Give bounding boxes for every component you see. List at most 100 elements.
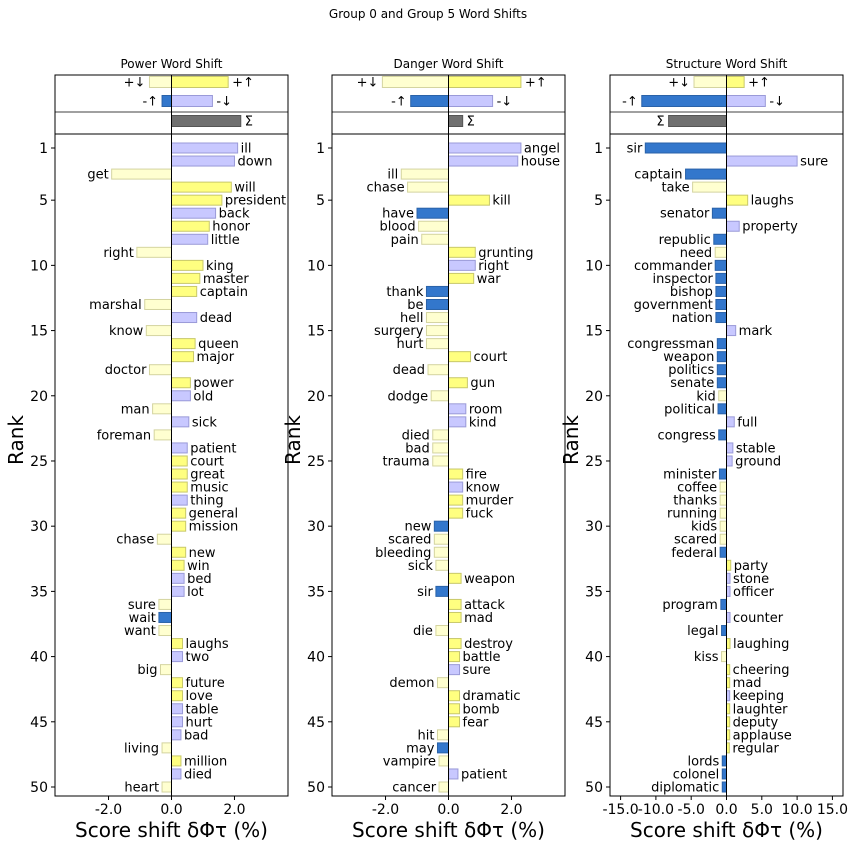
panel-title: Danger Word Shift bbox=[394, 57, 504, 71]
x-tick-label: 2.0 bbox=[500, 802, 522, 818]
word-label: colonel bbox=[673, 767, 720, 782]
x-tick-label: 5.0 bbox=[751, 802, 773, 818]
word-bar bbox=[425, 285, 450, 297]
x-tick-label: -15.0 bbox=[602, 802, 638, 818]
word-label: may bbox=[406, 741, 435, 756]
word-bar bbox=[171, 181, 232, 193]
word-bar bbox=[726, 611, 731, 623]
word-label: thank bbox=[386, 285, 424, 300]
word-bar bbox=[171, 481, 188, 493]
word-bar bbox=[726, 442, 734, 454]
figure-suptitle: Group 0 and Group 5 Word Shifts bbox=[329, 7, 527, 21]
word-label: cancer bbox=[392, 781, 436, 796]
word-label: destroy bbox=[464, 637, 513, 652]
y-tick-label: 50 bbox=[30, 780, 48, 796]
word-label: political bbox=[664, 402, 715, 417]
word-bar bbox=[719, 546, 727, 558]
y-tick-label: 1 bbox=[316, 141, 325, 157]
word-bar bbox=[171, 677, 184, 689]
word-label: running bbox=[667, 507, 717, 522]
word-bar bbox=[171, 585, 185, 597]
word-label: congress bbox=[658, 428, 716, 443]
word-label: court bbox=[190, 454, 224, 469]
word-bar bbox=[432, 455, 449, 467]
word-label: power bbox=[193, 376, 234, 391]
word-bar bbox=[719, 507, 727, 519]
word-bar bbox=[716, 377, 728, 389]
summary-label-left: -↑ bbox=[391, 95, 407, 110]
word-bar bbox=[726, 155, 798, 167]
word-bar bbox=[171, 572, 185, 584]
word-bar bbox=[171, 351, 195, 363]
word-label: surgery bbox=[374, 324, 424, 339]
word-label: pain bbox=[391, 233, 419, 248]
word-bar bbox=[171, 651, 184, 663]
word-bar bbox=[448, 572, 462, 584]
x-tick-label: -2.0 bbox=[372, 802, 399, 818]
y-tick-label: 10 bbox=[30, 258, 48, 274]
y-tick-label: 15 bbox=[307, 324, 325, 340]
word-bar bbox=[692, 181, 727, 193]
word-bar bbox=[448, 377, 468, 389]
word-label: bishop bbox=[670, 285, 713, 300]
word-bar bbox=[448, 638, 462, 650]
word-bar bbox=[726, 559, 732, 571]
word-label: applause bbox=[733, 728, 792, 743]
word-label: scared bbox=[674, 533, 717, 548]
word-bar bbox=[171, 755, 182, 767]
word-bar bbox=[171, 468, 188, 480]
word-bar bbox=[145, 325, 172, 337]
word-bar bbox=[432, 442, 449, 454]
word-label: ill bbox=[241, 142, 252, 157]
word-bar bbox=[433, 546, 450, 558]
word-bar bbox=[158, 611, 173, 623]
summary-bar-pos bbox=[171, 76, 229, 88]
summary-bar-neg bbox=[148, 76, 172, 88]
word-bar bbox=[448, 468, 464, 480]
word-bar bbox=[685, 168, 727, 180]
word-bar bbox=[171, 259, 204, 271]
word-label: vampire bbox=[383, 754, 436, 769]
word-label: demon bbox=[389, 676, 434, 691]
word-label: doctor bbox=[105, 363, 147, 378]
word-label: bleeding bbox=[375, 546, 431, 561]
word-label: big bbox=[137, 663, 157, 678]
word-bar bbox=[148, 364, 172, 376]
word-label: lot bbox=[187, 585, 204, 600]
word-bar bbox=[153, 429, 173, 441]
panel-power-word-shift: Power Word Shift+↓ +↑-↑ -↓Σilldowngetwillp… bbox=[4, 57, 289, 842]
word-label: take bbox=[661, 181, 689, 196]
word-label: sir bbox=[417, 585, 433, 600]
y-axis-label: Rank bbox=[281, 415, 305, 465]
word-bar bbox=[427, 364, 449, 376]
word-label: dramatic bbox=[463, 689, 521, 704]
word-bar bbox=[436, 742, 450, 754]
panel-title: Power Word Shift bbox=[120, 57, 222, 71]
word-label: two bbox=[186, 650, 210, 665]
word-bar bbox=[718, 429, 728, 441]
word-label: nation bbox=[672, 311, 713, 326]
word-label: laughs bbox=[751, 194, 794, 209]
word-bar bbox=[416, 207, 450, 219]
word-label: regular bbox=[732, 741, 779, 756]
word-label: sure bbox=[463, 663, 491, 678]
word-label: patient bbox=[190, 441, 236, 456]
y-axis-label: Rank bbox=[559, 415, 583, 465]
word-label: deputy bbox=[733, 715, 779, 730]
word-label: dead bbox=[393, 363, 425, 378]
word-label: hurt bbox=[397, 337, 424, 352]
x-tick-label: 0.0 bbox=[715, 802, 737, 818]
word-bar bbox=[171, 638, 184, 650]
word-label: battle bbox=[463, 650, 501, 665]
word-label: know bbox=[109, 324, 144, 339]
word-bar bbox=[152, 403, 172, 415]
word-label: commander bbox=[634, 259, 713, 274]
word-label: million bbox=[184, 754, 227, 769]
word-label: house bbox=[521, 155, 560, 170]
word-bar bbox=[430, 390, 450, 402]
word-bar bbox=[713, 233, 727, 245]
word-bar bbox=[171, 285, 198, 297]
word-bar bbox=[171, 494, 188, 506]
word-label: queen bbox=[198, 337, 239, 352]
y-tick-label: 20 bbox=[30, 389, 48, 405]
